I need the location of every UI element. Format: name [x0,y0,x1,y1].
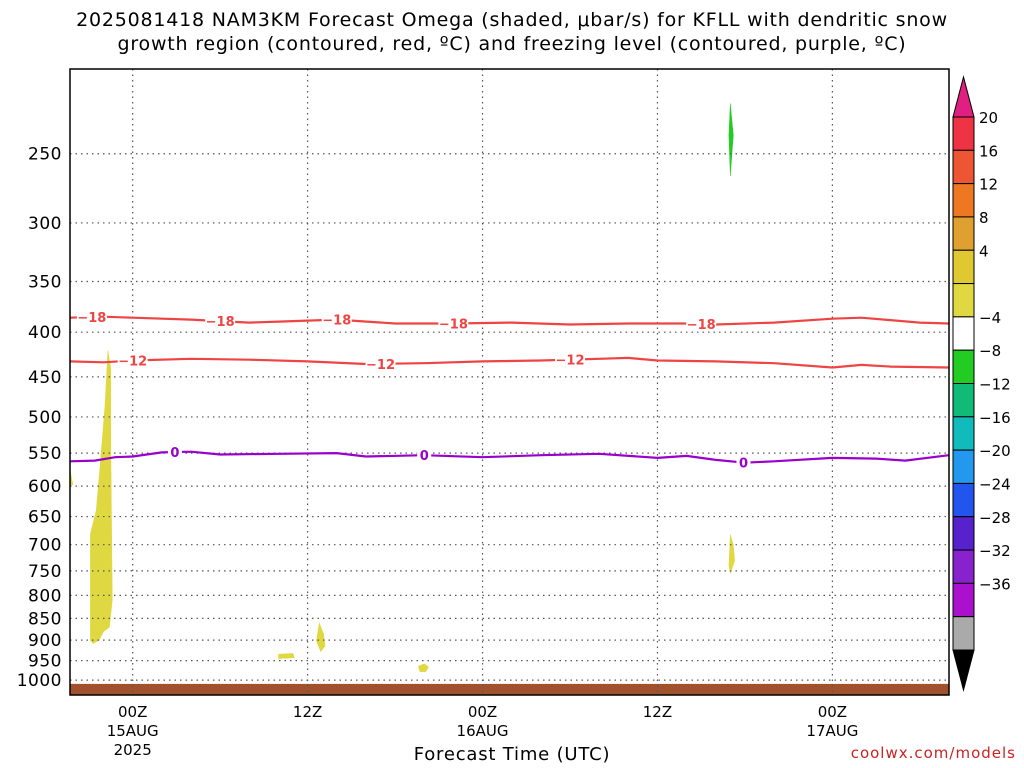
colorbar-label: 4 [979,242,989,260]
contour-line-neg18 [70,315,949,326]
x-axis-label: Forecast Time (UTC) [413,744,611,765]
y-tick-label: 650 [28,508,62,528]
colorbar-top-triangle [952,75,975,118]
colorbar-label: −32 [979,542,1011,560]
colorbar-label: −36 [979,575,1011,593]
colorbar-label: 12 [979,176,998,194]
y-tick-label: 850 [28,609,62,629]
contour-label-bg [76,310,107,325]
contour-label-bg [554,352,585,367]
colorbar-segment [952,216,975,251]
x-tick-label: 00Z [818,703,847,721]
y-tick-label: 550 [28,444,62,464]
x-tick-date: 15AUG [107,722,159,740]
y-tick-label: 1000 [17,671,62,691]
y-tick-label: 300 [28,214,62,234]
colorbar-segment [952,116,975,151]
y-tick-label: 600 [28,477,62,497]
contour-label: −12 [366,358,395,373]
plot-area: −18 −18 −18 −18 −18 −12 −12 −12 0 0 0 [70,69,949,695]
omega-shade-4 [316,621,326,653]
y-tick-label: 950 [28,652,62,672]
contour-label: 0 [170,446,179,461]
y-tick-label: 750 [28,562,62,582]
y-tick-label: 350 [28,272,62,292]
colorbar-label: −16 [979,409,1011,427]
x-tick-label: 12Z [293,703,322,721]
contour-label-bg [205,314,236,329]
contour-label-bg [167,445,182,460]
colorbar-label: −20 [979,442,1011,460]
y-tick-label: 250 [28,145,62,165]
ground-bar [70,683,949,695]
contour-label: −18 [439,318,468,333]
contour-label-bg [321,312,352,327]
contour-label-bg [117,353,148,368]
colorbar-label: −24 [979,475,1011,493]
colorbar-bottom-triangle [952,649,975,692]
x-tick-label: 12Z [643,703,672,721]
colorbar-segment [952,549,975,584]
plot-frame [69,68,950,696]
contour-label-bg [417,448,432,463]
contour-label: −18 [322,314,351,329]
contour-label: −12 [118,355,147,370]
x-tick-label: 00Z [468,703,497,721]
omega-shade-4 [278,653,295,659]
colorbar-label: 16 [979,142,998,160]
colorbar-label: −28 [979,509,1011,527]
contour-label: −18 [206,315,235,330]
contour-label: −12 [556,354,585,369]
y-tick-label: 700 [28,536,62,556]
x-tick-date: 17AUG [806,722,858,740]
colorbar-segment [952,416,975,451]
site-credit[interactable]: coolwx.com/models [850,744,1016,762]
y-tick-label: 800 [28,586,62,606]
colorbar-segment [952,349,975,384]
colorbar-label: −4 [979,309,1001,327]
x-tick-date: 16AUG [457,722,509,740]
contour-label-bg [686,317,717,332]
colorbar-segment [952,249,975,285]
y-tick-label: 900 [28,631,62,651]
colorbar-segment [952,516,975,551]
contour-label-bg [736,455,751,470]
colorbar-segment [952,482,975,518]
colorbar-segment [952,582,975,618]
colorbar-label: −12 [979,376,1011,394]
contour-label: −18 [687,318,716,333]
chart-title-line2: growth region (contoured, red, ºC) and f… [117,33,907,55]
omega-shade-4 [90,350,113,644]
colorbar-label: 8 [979,209,989,227]
colorbar-label: 20 [979,109,998,127]
chart-title-line1: 2025081418 NAM3KM Forecast Omega (shaded… [76,9,948,31]
omega-shade-neg4 [728,103,734,176]
y-tick-label: 450 [28,368,62,388]
y-tick-label: 500 [28,408,62,428]
contour-line-neg12 [70,356,949,369]
x-tick-label: 00Z [118,703,147,721]
colorbar-segment [952,283,975,318]
axes: 2503003504004505005506006507007508008509… [17,68,950,759]
contour-label: 0 [420,449,429,464]
colorbar-segment [952,449,975,484]
contour-label-bg [365,356,396,371]
contour-line-0 [70,450,949,464]
colorbar-segment [952,316,975,351]
colorbar: 20 16 12 8 4 −4 −8 −12 −16 −20 −24 −28 −32 −36 [952,75,1011,692]
contour-label: 0 [739,457,748,472]
contour-label-bg [438,316,469,331]
colorbar-segment [952,383,975,418]
colorbar-segment [952,183,975,218]
colorbar-segment [952,149,975,185]
contour-label: −18 [77,311,106,326]
omega-shade-4 [728,534,735,575]
colorbar-label: −8 [979,342,1001,360]
colorbar-segment [952,616,975,651]
x-tick-year: 2025 [114,741,152,759]
y-tick-label: 400 [28,323,62,343]
omega-shade-4 [418,663,429,672]
